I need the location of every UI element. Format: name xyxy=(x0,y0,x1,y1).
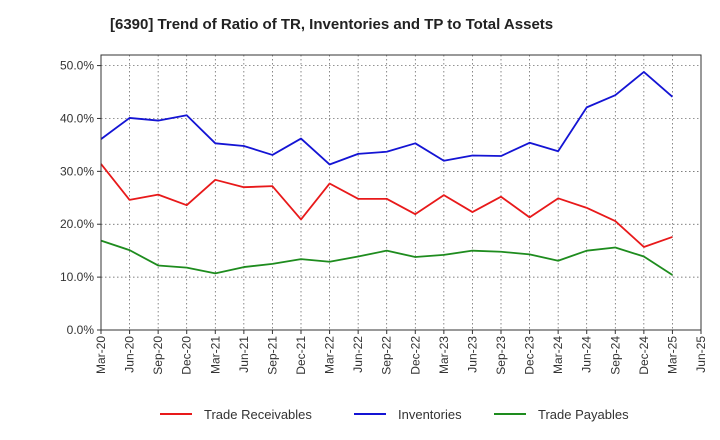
x-tick-label: Mar-21 xyxy=(208,336,222,374)
series-line-trade-payables xyxy=(100,239,673,276)
x-tick-label: Sep-21 xyxy=(265,336,279,375)
x-tick-label: Jun-25 xyxy=(694,336,708,373)
x-tick-label: Dec-23 xyxy=(523,336,537,375)
x-tick-label: Mar-25 xyxy=(665,336,679,374)
y-tick-label: 50.0% xyxy=(60,59,94,73)
chart-title: [6390] Trend of Ratio of TR, Inventories… xyxy=(110,16,553,33)
grid-lines xyxy=(101,55,701,330)
x-tick-label: Dec-21 xyxy=(294,336,308,375)
x-tick-label: Dec-20 xyxy=(180,336,194,375)
legend-label-trade-payables: Trade Payables xyxy=(538,407,629,422)
x-tick-label: Dec-24 xyxy=(637,336,651,375)
series-line-trade-receivables xyxy=(100,163,673,248)
x-tick-label: Jun-21 xyxy=(237,336,251,373)
x-tick-label: Jun-20 xyxy=(123,336,137,373)
series-lines xyxy=(100,71,674,276)
y-tick-label: 10.0% xyxy=(60,270,94,284)
x-tick-label: Jun-22 xyxy=(351,336,365,373)
x-axis-ticks: Mar-20 Jun-20 Sep-20 Dec-20 Mar-21 Jun-21 Sep-… xyxy=(94,330,708,375)
x-tick-label: Sep-20 xyxy=(151,336,165,375)
x-tick-label: Dec-22 xyxy=(408,336,422,375)
x-tick-label: Jun-24 xyxy=(580,336,594,373)
x-tick-label: Jun-23 xyxy=(465,336,479,373)
y-tick-label: 20.0% xyxy=(60,217,94,231)
x-tick-label: Mar-23 xyxy=(437,336,451,374)
legend-label-inventories: Inventories xyxy=(398,407,462,422)
y-tick-label: 30.0% xyxy=(60,164,94,178)
legend: Trade Receivables Inventories Trade Payabl… xyxy=(160,407,629,422)
plot-frame xyxy=(100,54,702,331)
legend-label-trade-receivables: Trade Receivables xyxy=(204,407,312,422)
series-line-inventories xyxy=(100,71,674,166)
y-tick-label: 0.0% xyxy=(67,323,95,337)
y-axis-ticks: 0.0% 10.0% 20.0% 30.0% 40.0% 50.0% xyxy=(60,59,101,337)
x-tick-label: Mar-24 xyxy=(551,336,565,374)
x-tick-label: Sep-22 xyxy=(380,336,394,375)
y-tick-label: 40.0% xyxy=(60,111,94,125)
x-tick-label: Sep-24 xyxy=(608,336,622,375)
x-tick-label: Mar-20 xyxy=(94,336,108,374)
x-tick-label: Mar-22 xyxy=(323,336,337,374)
x-tick-label: Sep-23 xyxy=(494,336,508,375)
